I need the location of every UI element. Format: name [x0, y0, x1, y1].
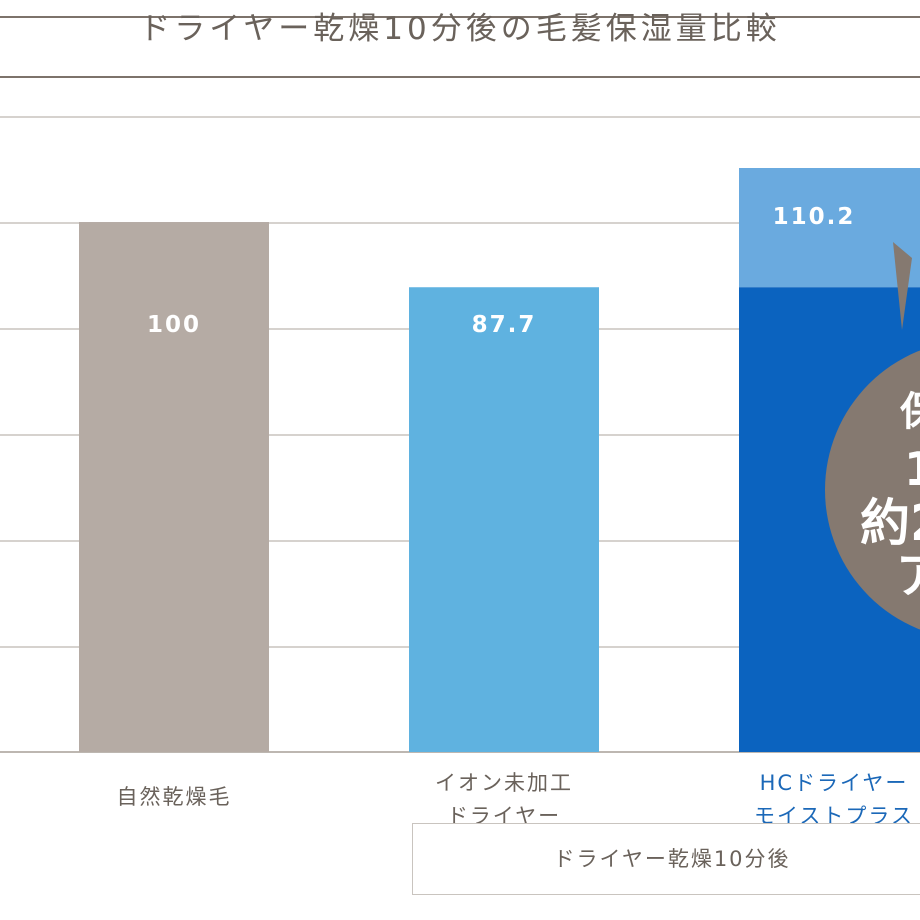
- x-tick-label-line: HCドライヤー: [759, 771, 909, 795]
- group-label: ドライヤー乾燥10分後: [553, 847, 791, 871]
- x-tick-label-line: 自然乾燥毛: [116, 785, 232, 809]
- bar-value-label: 110.2: [773, 204, 856, 230]
- badge-pointer: [893, 242, 912, 330]
- bars: 100 87.7 110.2: [79, 168, 920, 752]
- group-label-box: [412, 823, 920, 895]
- callout-badge: 保 1約2ア: [825, 242, 920, 630]
- x-tick-label: 自然乾燥毛: [54, 781, 294, 814]
- bar: [409, 287, 599, 752]
- badge-circle: [825, 350, 920, 630]
- bar-increment: [739, 168, 920, 288]
- bar: [79, 222, 269, 752]
- chart-title: ドライヤー乾燥10分後の毛髪保湿量比較: [139, 11, 781, 47]
- x-tick-label-line: イオン未加工: [435, 771, 573, 795]
- title-bar: [0, 16, 920, 78]
- badge-text-line: 保: [900, 389, 920, 435]
- bar-value-label: 87.7: [472, 312, 537, 338]
- badge-text-line: 1: [904, 442, 920, 496]
- bar-value-label: 100: [147, 312, 201, 338]
- badge-text-line: ア: [896, 548, 920, 604]
- badge-text-line: 約2: [860, 494, 920, 552]
